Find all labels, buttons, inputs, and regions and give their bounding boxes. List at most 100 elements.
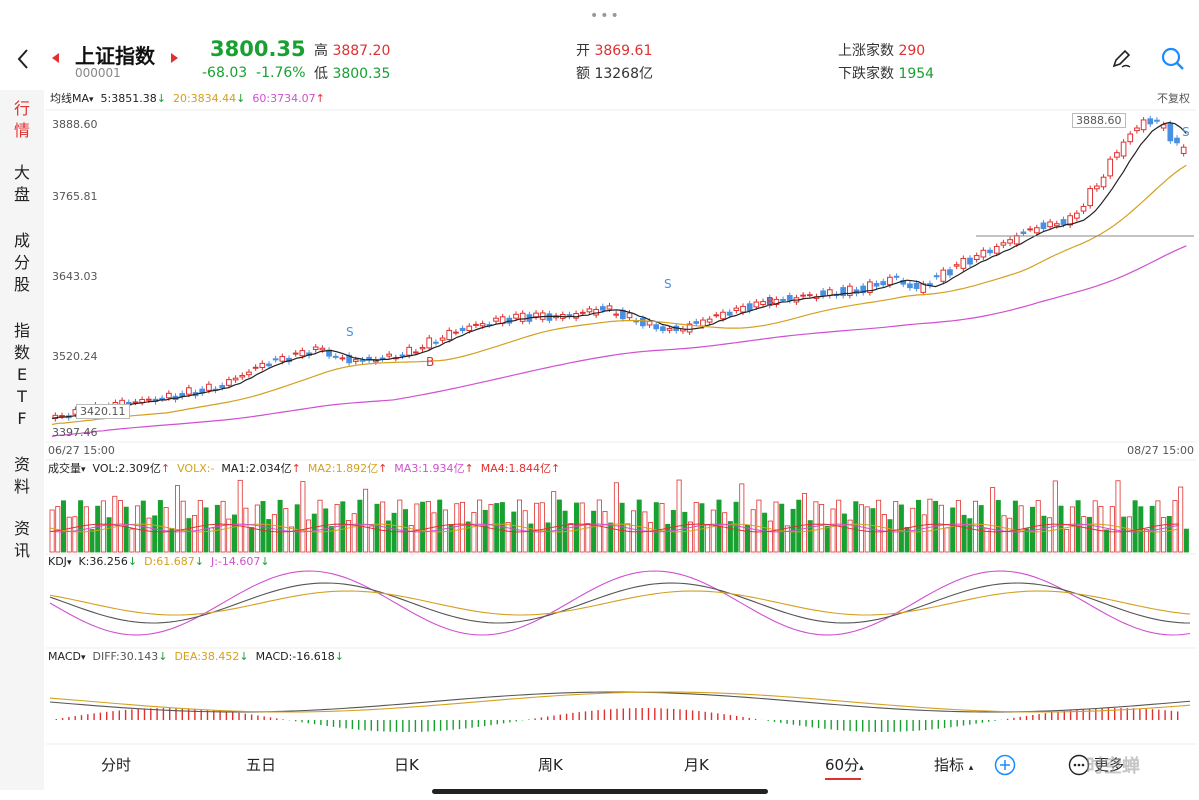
tab-60min[interactable]: 60分▴ bbox=[825, 756, 864, 774]
volume-bar bbox=[471, 512, 477, 553]
candle bbox=[786, 295, 793, 301]
volume-bar bbox=[1178, 486, 1184, 553]
candle bbox=[953, 264, 960, 267]
volume-bar bbox=[95, 505, 101, 553]
volume-bar bbox=[192, 514, 198, 553]
candle bbox=[312, 346, 319, 350]
draw-pen-icon[interactable] bbox=[1108, 46, 1134, 76]
volume-bar bbox=[226, 518, 232, 553]
volume-bar bbox=[944, 527, 950, 553]
candle bbox=[332, 355, 339, 358]
volume-bar bbox=[306, 519, 312, 553]
candle bbox=[513, 313, 519, 319]
high-stat: 高 3887.20 bbox=[314, 43, 391, 59]
sidebar-item-market[interactable]: 大 盘 bbox=[13, 163, 30, 204]
volume-bar bbox=[534, 502, 540, 553]
volume-bar bbox=[568, 523, 574, 553]
next-index-icon[interactable] bbox=[171, 53, 178, 63]
search-icon[interactable] bbox=[1160, 46, 1186, 76]
low-value: 3800.35 bbox=[332, 66, 391, 82]
kdj-legend[interactable]: KDJ▾ K:36.256↓ D:61.687↓ J:-14.607↓ bbox=[48, 555, 270, 568]
kdj-j-line bbox=[49, 570, 1191, 636]
current-price: 3800.35 bbox=[210, 37, 306, 61]
amount-value: 13268亿 bbox=[594, 66, 653, 82]
candle bbox=[166, 392, 172, 399]
sidebar-item-index-etf[interactable]: 指 数 E T F bbox=[13, 321, 30, 428]
volume-bar bbox=[1132, 500, 1138, 553]
candlesticks bbox=[52, 115, 1187, 422]
min-price-marker: 3420.11 bbox=[76, 404, 130, 419]
volume-bar bbox=[773, 501, 779, 553]
volume-bar bbox=[459, 501, 465, 553]
volume-bar bbox=[579, 502, 585, 553]
volume-bar bbox=[613, 482, 619, 553]
restore-toggle[interactable]: 不复权 bbox=[1157, 92, 1190, 105]
volume-bar bbox=[414, 503, 420, 553]
candle bbox=[1033, 227, 1040, 234]
kline-chart-area[interactable]: S B S B S 均线MA▾ 5:3851.38↓ 20:3834.44↓ 60:37… bbox=[46, 88, 1196, 748]
ma-selector[interactable]: 均线MA bbox=[50, 92, 90, 105]
candle bbox=[646, 320, 653, 326]
drag-handle[interactable]: ••• bbox=[590, 8, 621, 24]
volume-bar bbox=[551, 491, 557, 553]
candle bbox=[820, 290, 826, 297]
candle bbox=[1060, 219, 1067, 225]
sidebar-item-profile[interactable]: 资 料 bbox=[13, 455, 30, 496]
volume-bar bbox=[1024, 528, 1030, 553]
volume-bar bbox=[859, 504, 865, 553]
volume-bar bbox=[978, 505, 984, 553]
candle bbox=[459, 327, 466, 332]
volume-legend[interactable]: 成交量▾ VOL:2.309亿↑ VOLX:- MA1:2.034亿↑ MA2:… bbox=[48, 462, 561, 475]
tab-intraday[interactable]: 分时 bbox=[101, 756, 132, 774]
kdj-lines bbox=[49, 570, 1191, 636]
sidebar-item-news[interactable]: 资 讯 bbox=[13, 519, 30, 560]
period-tab-bar: 分时 五日 日K 周K 月K 60分▴ 指标 ▴ 更多 时空蝉 bbox=[46, 748, 1196, 782]
volume-bar bbox=[60, 500, 66, 553]
home-indicator[interactable] bbox=[432, 789, 768, 794]
prev-index-icon[interactable] bbox=[52, 53, 59, 63]
ma20-line bbox=[51, 164, 1187, 426]
tab-monthly-k[interactable]: 月K bbox=[684, 756, 709, 774]
moving-average-lines bbox=[51, 121, 1194, 438]
tab-weekly-k[interactable]: 周K bbox=[538, 756, 563, 774]
back-icon[interactable] bbox=[10, 44, 34, 74]
macd-selector[interactable]: MACD bbox=[48, 650, 81, 663]
volume-bar bbox=[739, 483, 745, 553]
volume-bar bbox=[1012, 500, 1018, 553]
candle bbox=[873, 283, 880, 287]
candle bbox=[666, 327, 673, 331]
sidebar-item-quotes[interactable]: 行 情 bbox=[13, 99, 30, 140]
y-tick-4: 3520.24 bbox=[52, 350, 98, 363]
volume-bar bbox=[1081, 516, 1087, 553]
candle bbox=[700, 319, 706, 327]
start-time: 06/27 15:00 bbox=[48, 444, 115, 457]
candle bbox=[266, 363, 272, 367]
more-button[interactable]: 更多 bbox=[1094, 756, 1125, 774]
volume-bar bbox=[363, 488, 369, 553]
tab-indicators[interactable]: 指标 ▴ bbox=[934, 756, 974, 774]
candle bbox=[1127, 133, 1134, 143]
more-menu-icon[interactable] bbox=[1068, 754, 1090, 780]
candle bbox=[132, 401, 139, 404]
y-tick-2: 3765.81 bbox=[52, 190, 98, 203]
candle bbox=[1000, 242, 1007, 246]
candle bbox=[726, 311, 733, 316]
volume-selector[interactable]: 成交量 bbox=[48, 462, 81, 475]
sidebar-item-constituents[interactable]: 成 分 股 bbox=[13, 231, 30, 294]
volume-bar bbox=[1047, 517, 1053, 553]
end-time: 08/27 15:00 bbox=[1127, 444, 1194, 457]
tab-daily-k[interactable]: 日K bbox=[394, 756, 419, 774]
add-icon[interactable] bbox=[994, 754, 1016, 780]
macd-legend[interactable]: MACD▾ DIFF:30.143↓ DEA:38.452↓ MACD:-16.… bbox=[48, 650, 344, 663]
volume-bar bbox=[545, 522, 551, 553]
kdj-selector[interactable]: KDJ bbox=[48, 555, 67, 568]
kline-chart-svg[interactable]: S B S B S bbox=[46, 88, 1196, 748]
volume-bar bbox=[967, 518, 973, 553]
candle bbox=[993, 245, 1000, 254]
candle bbox=[259, 362, 266, 368]
candle bbox=[973, 255, 980, 261]
tab-five-day[interactable]: 五日 bbox=[246, 756, 277, 774]
ma-legend[interactable]: 均线MA▾ 5:3851.38↓ 20:3834.44↓ 60:3734.07↑ bbox=[50, 92, 325, 105]
volume-bar bbox=[608, 522, 614, 553]
volume-bar bbox=[927, 498, 933, 553]
